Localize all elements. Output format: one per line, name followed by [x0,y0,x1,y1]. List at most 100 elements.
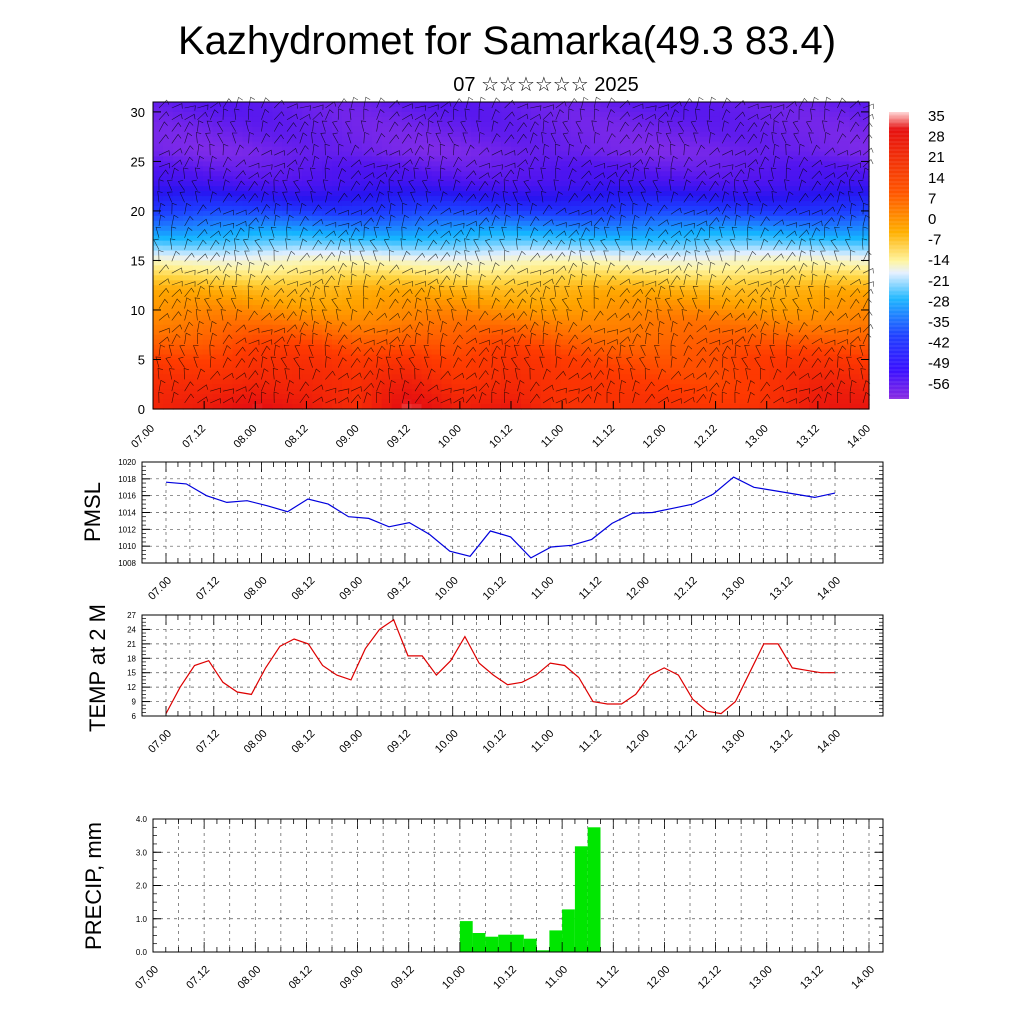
temperature-cell [322,156,333,163]
temperature-cell [153,136,164,143]
temperature-cell [272,201,283,207]
wind-barb [158,327,170,334]
temperature-cell [749,230,761,237]
temperature-cell [580,151,592,158]
temperature-cell [292,116,303,123]
temperature-cell [212,245,224,252]
temperature-cell [759,161,771,167]
temperature-cell [441,230,452,237]
temperature-cell [839,230,850,237]
temperature-cell [809,141,820,148]
temperature-cell [739,116,751,123]
temperature-cell [560,255,572,262]
temperature-cell [789,314,800,321]
temperature-cell [690,270,701,276]
temperature-cell [759,136,771,143]
temperature-cell [222,111,234,118]
temperature-cell [292,186,303,192]
temperature-cell [849,374,860,380]
temperature-cell [182,161,194,167]
temperature-cell [620,300,631,306]
temperature-cell [351,379,363,385]
temperature-cell [640,349,651,356]
wind-barb [184,215,194,227]
temperature-cell [391,285,403,291]
temperature-cell [202,161,214,167]
temperature-cell [511,329,522,336]
temperature-cell [620,171,631,177]
temperature-cell [779,374,791,380]
wind-barb [184,332,191,345]
temperature-cell [441,344,452,351]
temperature-cell [709,166,721,172]
temperature-cell [660,275,671,281]
temperature-cell [630,250,641,257]
temperature-cell [401,270,413,276]
temperature-cell [232,389,244,395]
temperature-cell [312,280,323,286]
temperature-cell [381,349,393,356]
temperature-cell [222,240,234,247]
temperature-cell [690,260,701,266]
wind-barb [286,391,294,404]
temperature-cell [421,369,433,375]
temperature-cell [381,305,393,311]
temperature-cell [212,171,224,177]
wind-barb [248,370,259,380]
temperature-cell [530,151,542,158]
temperature-cell [749,171,761,177]
temperature-cell [153,235,164,242]
temperature-cell [779,146,791,153]
temperature-cell [799,201,810,207]
temperature-cell [670,265,681,271]
temperature-cell [849,285,860,291]
temperature-cell [759,116,771,123]
temperature-cell [162,250,174,257]
temperature-cell [520,295,532,301]
temperature-cell [530,369,542,375]
temperature-cell [153,399,164,405]
temperature-cell [719,131,731,138]
temperature-cell [829,186,840,192]
temperature-cell [570,309,582,316]
temperature-cell [361,126,373,133]
temperature-cell [491,339,502,346]
temperature-cell [332,235,343,242]
wind-barb [171,167,179,179]
temperature-cell [232,349,244,356]
temperature-cell [650,161,661,167]
temperature-cell [401,245,413,252]
wind-barb [350,386,362,392]
temperature-cell [511,359,522,366]
temperature-cell [252,255,263,262]
temperature-cell [709,131,721,138]
temperature-cell [779,295,791,301]
temperature-cell [501,404,512,410]
temperature-cell [421,102,433,108]
temperature-cell [172,121,184,128]
temperature-cell [560,126,572,133]
temperature-cell [590,354,602,361]
temperature-cell [520,166,532,172]
temperature-cell [232,334,244,341]
temperature-cell [391,309,403,316]
temperature-cell [441,295,452,301]
temperature-cell [292,399,303,405]
temperature-cell [341,394,353,400]
temperature-cell [222,121,234,128]
temperature-cell [690,205,701,212]
temperature-cell [341,359,353,366]
temperature-cell [520,250,532,257]
temperature-cell [491,354,502,361]
wind-barb [376,380,385,392]
temperature-cell [451,161,462,167]
temperature-cell [222,305,234,311]
wind-barb [337,238,346,250]
temperature-cell [849,166,860,172]
temperature-cell [471,399,482,405]
temperature-cell [839,235,850,242]
temperature-cell [680,374,691,380]
temperature-cell [172,270,184,276]
temperature-cell [570,379,582,385]
temperature-cell [172,384,184,390]
